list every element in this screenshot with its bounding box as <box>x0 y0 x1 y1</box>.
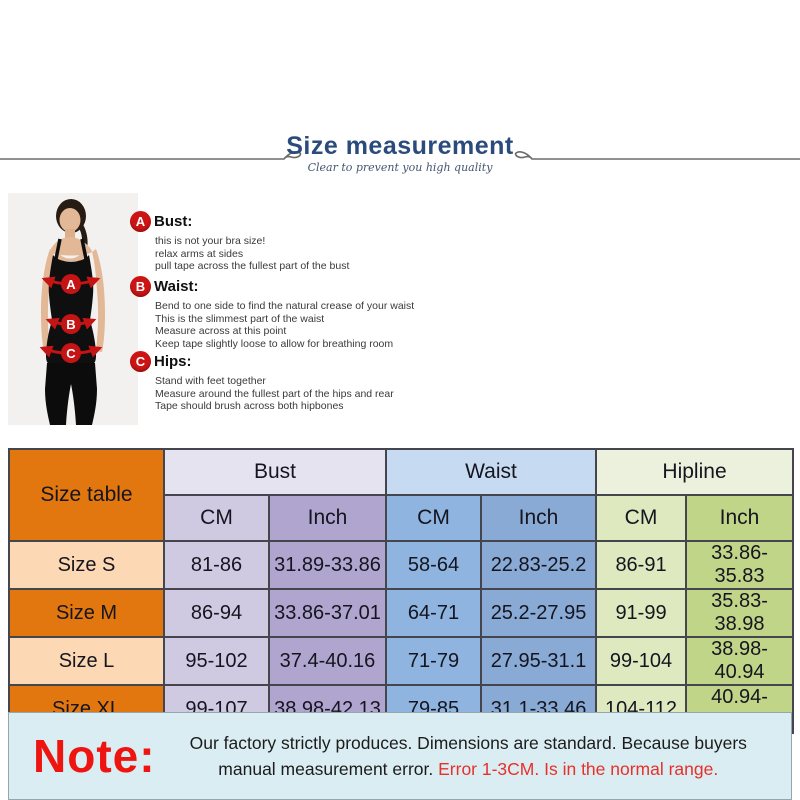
column-header-bust-cm: CM <box>163 494 270 542</box>
cell: 99-104 <box>595 636 688 686</box>
note-line2-red: Error 1-3CM. Is in the normal range. <box>438 759 719 779</box>
note-line1: Our factory strictly produces. Dimension… <box>189 733 747 753</box>
cell: 64-71 <box>385 588 482 638</box>
page-title: Size measurement <box>286 132 514 160</box>
cell: 91-99 <box>595 588 688 638</box>
size-table-corner: Size table <box>8 448 165 542</box>
instruction-line: This is the slimmest part of the waist <box>155 312 325 325</box>
cell: 33.86-37.01 <box>268 588 387 638</box>
cell: 33.86-35.83 <box>685 540 795 590</box>
cell: 25.2-27.95 <box>479 588 598 638</box>
column-group-waist: Waist <box>384 448 598 496</box>
cell: 31.89-33.86 <box>268 540 387 590</box>
waist-marker-icon <box>61 314 81 334</box>
bust-marker-icon <box>61 274 81 294</box>
cell: 86-94 <box>163 588 270 638</box>
instruction-waist: B Waist: Bend to one side to find the na… <box>130 276 414 350</box>
cell: 95-102 <box>163 636 270 686</box>
instruction-hips-heading: Hips: <box>154 353 192 370</box>
waist-marker-label: B <box>66 317 75 332</box>
column-header-bust-inch: Inch <box>268 494 387 542</box>
cell: 38.98-40.94 <box>685 636 795 686</box>
cell: 22.83-25.2 <box>479 540 598 590</box>
instruction-line: Tape should brush across both hipbones <box>155 400 344 412</box>
row-label: Size S <box>8 540 165 590</box>
bust-marker-label: A <box>66 277 76 292</box>
instruction-line: Measure around the fullest part of the h… <box>155 387 394 400</box>
column-group-bust: Bust <box>163 448 387 496</box>
model-figure: A B C <box>8 193 138 425</box>
note-text: Our factory strictly produces. Dimension… <box>156 730 791 782</box>
instruction-waist-heading: Waist: <box>154 278 199 295</box>
cell: 35.83-38.98 <box>685 588 795 638</box>
instruction-bust: A Bust: this is not your bra size! relax… <box>130 211 349 273</box>
cell: 58-64 <box>385 540 482 590</box>
table-row-size-s: Size S 81-86 31.89-33.86 58-64 22.83-25.… <box>8 540 795 590</box>
instruction-line: relax arms at sides <box>155 247 244 260</box>
instruction-line: Keep tape slightly loose to allow for br… <box>155 337 394 350</box>
instruction-line: Measure across at this point <box>155 325 287 337</box>
page-subtitle: Clear to prevent you high quality <box>307 161 493 174</box>
hips-marker-icon <box>61 343 81 363</box>
column-header-hipline-inch: Inch <box>685 494 795 542</box>
cell: 86-91 <box>595 540 688 590</box>
note-panel: Note: Our factory strictly produces. Dim… <box>8 712 792 800</box>
note-line2-dark: manual measurement error. <box>218 759 439 779</box>
column-header-waist-cm: CM <box>385 494 482 542</box>
badge-b-icon: B <box>130 276 151 297</box>
cell: 37.4-40.16 <box>268 636 387 686</box>
size-table: Size table Bust Waist Hipline CM Inch CM… <box>8 448 795 734</box>
cell: 71-79 <box>385 636 482 686</box>
instruction-line: pull tape across the fullest part of the… <box>155 260 350 272</box>
column-group-hipline: Hipline <box>595 448 795 496</box>
instruction-hips: C Hips: Stand with feet together Measure… <box>130 351 394 413</box>
cell: 27.95-31.1 <box>479 636 598 686</box>
instruction-bust-heading: Bust: <box>154 213 193 230</box>
flourish-left-icon <box>0 151 302 160</box>
badge-a-icon: A <box>130 211 151 232</box>
instruction-line: this is not your bra size! <box>155 235 266 247</box>
column-header-waist-inch: Inch <box>479 494 598 542</box>
flourish-right-icon <box>514 151 800 160</box>
header: Size measurement Clear to prevent you hi… <box>0 132 800 174</box>
instruction-line: Bend to one side to find the natural cre… <box>155 300 415 312</box>
column-header-hipline-cm: CM <box>595 494 688 542</box>
row-label: Size M <box>8 588 165 638</box>
row-label: Size L <box>8 636 165 686</box>
hips-marker-label: C <box>66 346 76 361</box>
table-row-size-m: Size M 86-94 33.86-37.01 64-71 25.2-27.9… <box>8 588 795 638</box>
note-label: Note: <box>33 730 156 782</box>
badge-c-icon: C <box>130 351 151 372</box>
instruction-line: Stand with feet together <box>155 375 266 387</box>
cell: 81-86 <box>163 540 270 590</box>
table-row-size-l: Size L 95-102 37.4-40.16 71-79 27.95-31.… <box>8 636 795 686</box>
